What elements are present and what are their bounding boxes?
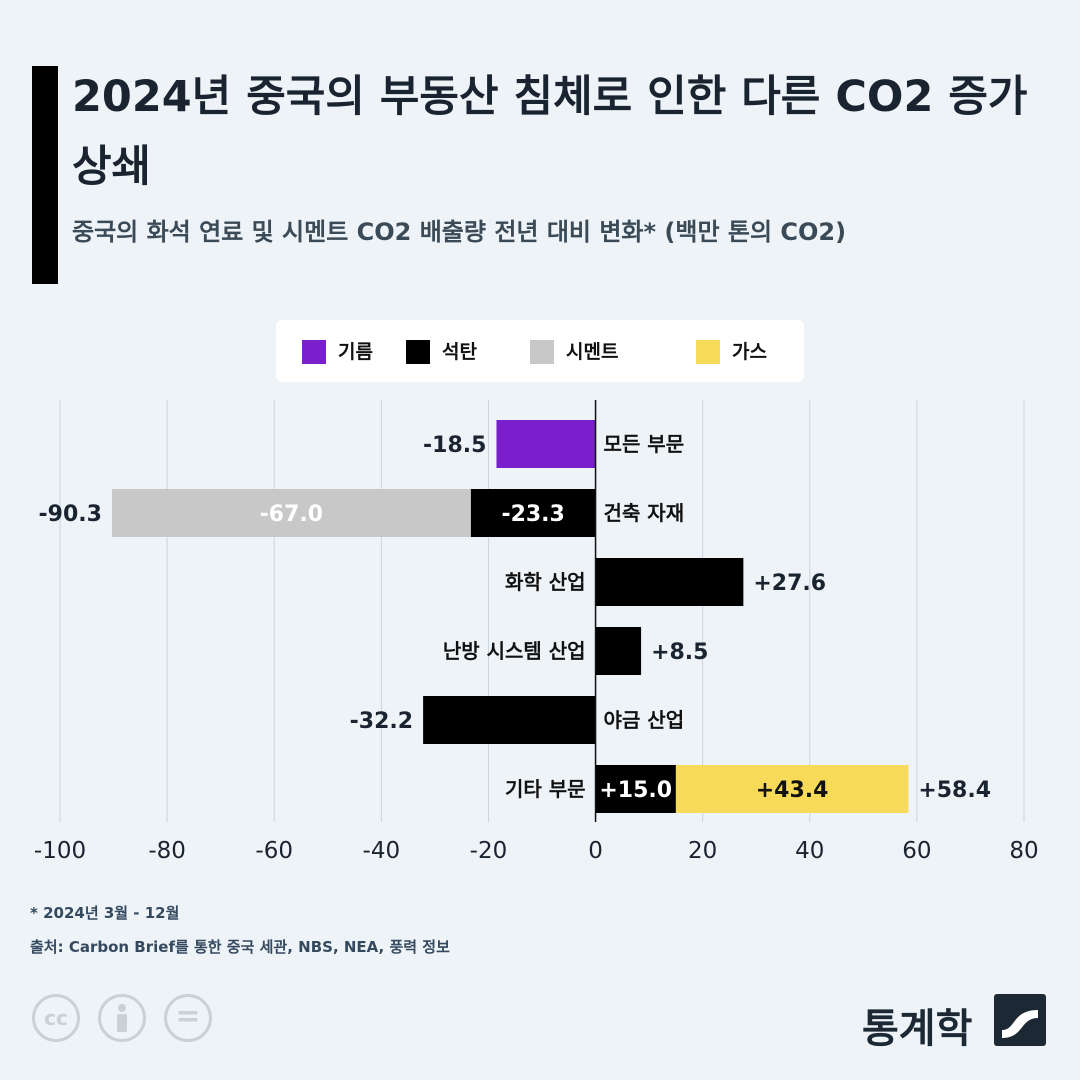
segment-value-label: +43.4 bbox=[756, 778, 829, 803]
chart-title: 2024년 중국의 부동산 침체로 인한 다른 CO2 증가 상쇄 bbox=[72, 72, 1028, 192]
bar-chart: -18.5 모든 부문 -23.3 -67.0 -90.3 건축 자재 +27.6 화학 산업… bbox=[34, 400, 1039, 864]
category-label: 야금 산업 bbox=[604, 708, 685, 732]
brand-name: 통계학 bbox=[862, 1006, 973, 1052]
bar-segment bbox=[111, 489, 471, 537]
x-tick-label: 40 bbox=[795, 838, 824, 864]
bar-total-label: +8.5 bbox=[651, 640, 708, 665]
segment-value-label: -67.0 bbox=[260, 502, 323, 527]
x-tick-label: 20 bbox=[688, 838, 717, 864]
legend-swatch-coal bbox=[406, 340, 430, 364]
bar-total-label: +27.6 bbox=[753, 571, 826, 596]
x-tick-label: 60 bbox=[902, 838, 931, 864]
bar-segment bbox=[470, 489, 596, 537]
segment-value-label: +15.0 bbox=[599, 778, 672, 803]
title-accent-bar bbox=[32, 66, 58, 284]
x-tick-label: -80 bbox=[148, 838, 186, 864]
x-tick-label: 0 bbox=[588, 838, 603, 864]
category-label: 기타 부문 bbox=[505, 777, 586, 801]
brand: 통계학 bbox=[862, 992, 1052, 1052]
category-label: 화학 산업 bbox=[505, 570, 586, 594]
footnote: * 2024년 3월 - 12월 bbox=[30, 904, 180, 922]
brand-logo-icon bbox=[994, 994, 1046, 1046]
source-note: 출처: Carbon Brief를 통한 중국 세관, NBS, NEA, 풍력… bbox=[30, 938, 450, 956]
chart-legend: 기름 석탄 시멘트 가스 bbox=[276, 320, 804, 382]
category-label: 모든 부문 bbox=[604, 432, 685, 456]
category-label: 난방 시스템 산업 bbox=[443, 639, 586, 663]
x-tick-label: -40 bbox=[363, 838, 401, 864]
legend-swatch-cement bbox=[530, 340, 554, 364]
legend-swatch-gas bbox=[696, 340, 720, 364]
bar-total-label: +58.4 bbox=[918, 778, 991, 803]
legend-label-oil: 기름 bbox=[338, 341, 373, 363]
attribution-icon bbox=[98, 994, 146, 1042]
legend-label-cement: 시멘트 bbox=[566, 341, 619, 363]
bar-segment bbox=[496, 420, 596, 468]
bar-total-label: -32.2 bbox=[350, 709, 413, 734]
x-tick-label: 80 bbox=[1009, 838, 1038, 864]
bar-segment bbox=[423, 696, 596, 744]
segment-value-label: -23.3 bbox=[501, 502, 564, 527]
bar-segment bbox=[675, 765, 909, 813]
x-tick-label: -100 bbox=[34, 838, 86, 864]
bar-segment bbox=[595, 627, 642, 675]
legend-swatch-oil bbox=[302, 340, 326, 364]
x-tick-label: -60 bbox=[255, 838, 293, 864]
bar-total-label: -90.3 bbox=[39, 502, 102, 527]
chart-subtitle: 중국의 화석 연료 및 시멘트 CO2 배출량 전년 대비 변화* (백만 톤의… bbox=[72, 218, 847, 246]
bar-segment bbox=[595, 558, 744, 606]
bar-total-label: -18.5 bbox=[423, 433, 486, 458]
category-label: 건축 자재 bbox=[604, 501, 685, 525]
x-tick-label: -20 bbox=[470, 838, 508, 864]
bar-segment bbox=[595, 765, 676, 813]
legend-label-gas: 가스 bbox=[732, 341, 767, 363]
no-derivatives-icon: = bbox=[164, 994, 212, 1042]
cc-icon: cc bbox=[32, 994, 80, 1042]
legend-label-coal: 석탄 bbox=[442, 341, 477, 363]
